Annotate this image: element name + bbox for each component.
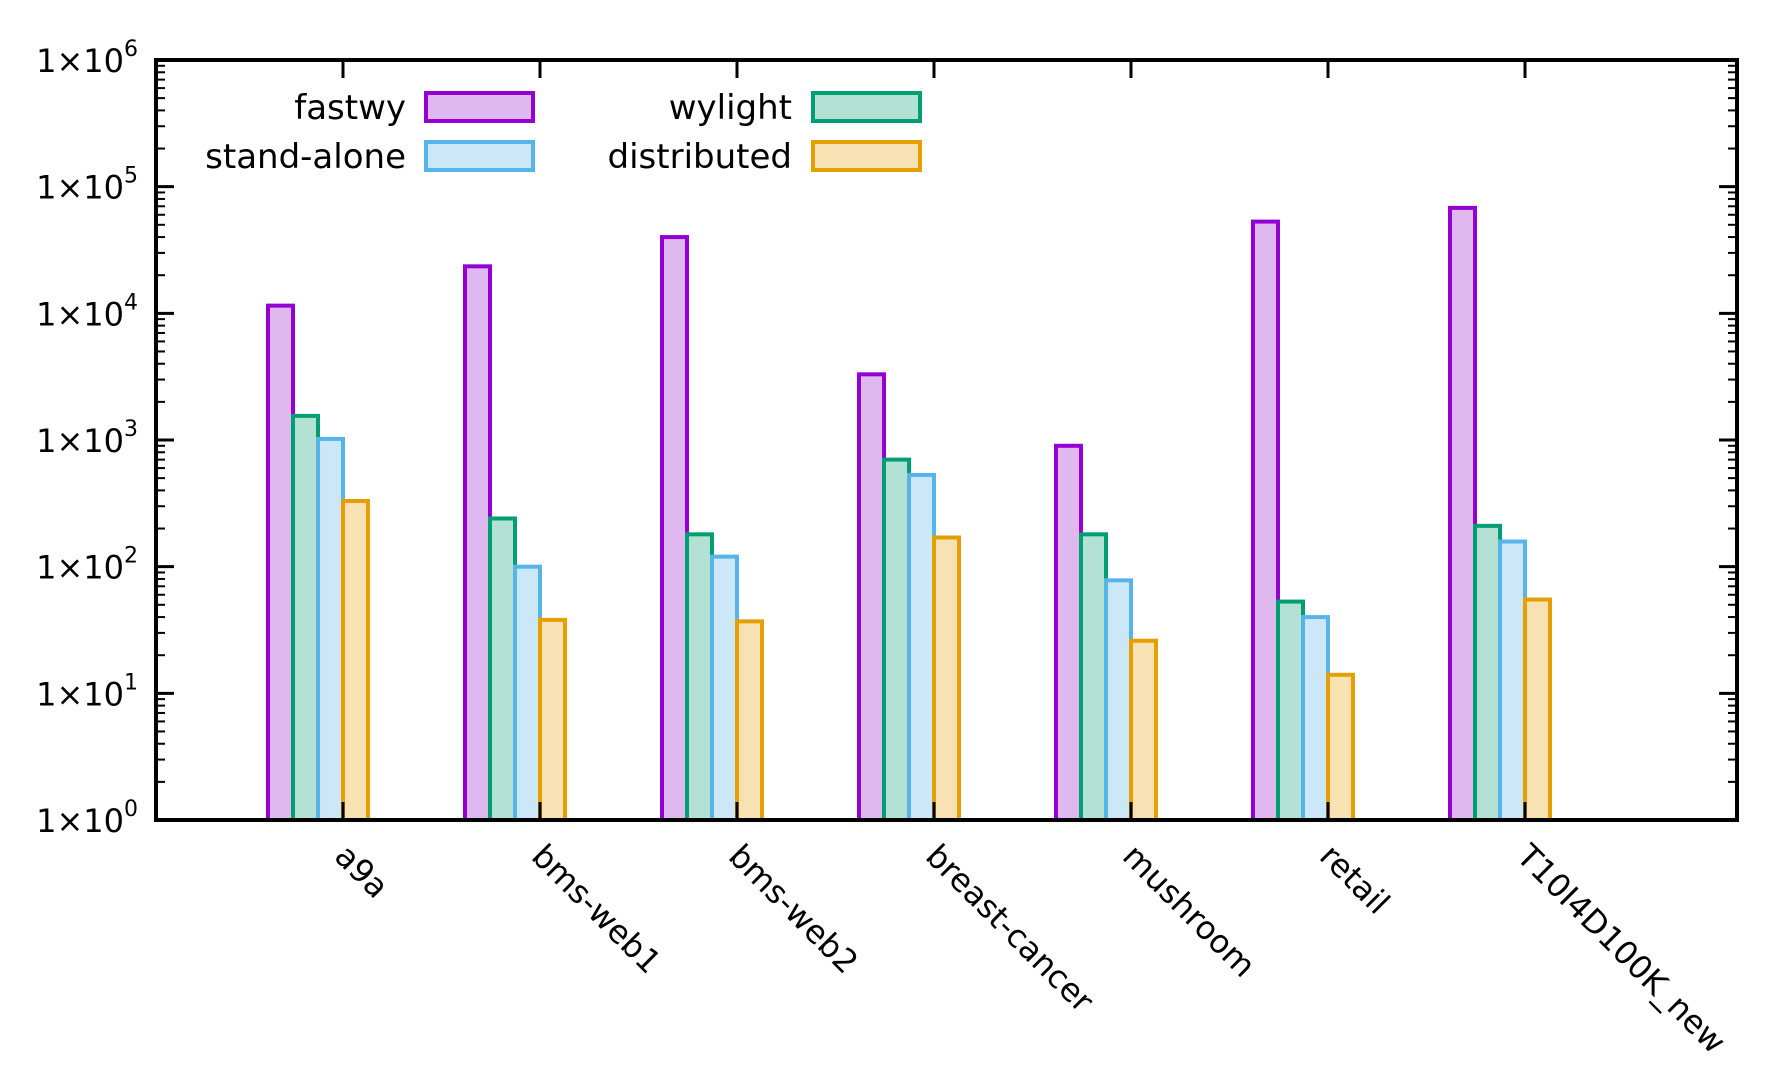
y-tick-label-base: 1×10: [36, 549, 124, 587]
y-tick-label-exponent: 0: [124, 797, 138, 822]
x-tick-label-bms-web2: bms-web2: [721, 837, 865, 981]
bar-wylight-a9a: [291, 413, 320, 822]
bar-fastwy-retail: [1251, 219, 1280, 822]
legend-swatch-stand-alone: [424, 140, 535, 172]
y-tick-label: 1×105: [36, 164, 138, 207]
y-tick-label-base: 1×10: [36, 802, 124, 840]
y-tick-label-exponent: 2: [124, 544, 138, 569]
bar-wylight-bms-web1: [488, 516, 517, 823]
bar-wylight-bms-web2: [685, 532, 714, 822]
bar-stand-alone-retail: [1301, 615, 1330, 822]
bar-distributed-bms-web2: [735, 619, 764, 823]
x-tick-label-t10i4d100k-new: T10I4D100K_new: [1509, 836, 1734, 1061]
y-tick-label-exponent: 4: [124, 290, 138, 315]
bar-distributed-retail: [1326, 672, 1355, 823]
y-tick-label-exponent: 3: [124, 417, 138, 442]
legend-swatch-fastwy: [424, 91, 535, 123]
y-tick-label: 1×106: [36, 37, 138, 80]
bar-stand-alone-t10i4d100k-new: [1498, 539, 1527, 822]
bar-stand-alone-mushroom: [1104, 578, 1133, 822]
y-tick-label-base: 1×10: [36, 169, 124, 207]
bar-stand-alone-breast-cancer: [907, 472, 936, 822]
bar-distributed-a9a: [341, 498, 370, 822]
legend-label-wylight: wylight: [669, 88, 792, 128]
bar-stand-alone-bms-web2: [710, 554, 739, 822]
bar-distributed-breast-cancer: [932, 535, 961, 822]
bar-fastwy-bms-web1: [463, 264, 492, 822]
bar-stand-alone-bms-web1: [513, 564, 542, 823]
x-tick-label-mushroom: mushroom: [1115, 837, 1263, 985]
y-tick-label: 1×103: [36, 417, 138, 460]
legend: fastwy wylight stand-alone distributed: [205, 88, 922, 177]
y-tick-label: 1×102: [36, 544, 138, 587]
bar-fastwy-a9a: [266, 303, 295, 822]
bar-fastwy-breast-cancer: [857, 372, 886, 822]
bar-distributed-mushroom: [1129, 638, 1158, 822]
y-tick-label: 1×104: [36, 290, 138, 333]
legend-label-fastwy: fastwy: [294, 88, 406, 128]
bar-fastwy-t10i4d100k-new: [1448, 205, 1477, 822]
x-tick-label-breast-cancer: breast-cancer: [918, 837, 1102, 1021]
bar-fastwy-bms-web2: [660, 235, 689, 823]
y-tick-label-base: 1×10: [36, 42, 124, 80]
bar-wylight-breast-cancer: [882, 457, 911, 822]
x-tick-label-bms-web1: bms-web1: [524, 837, 668, 981]
legend-label-distributed: distributed: [608, 137, 792, 177]
y-tick-label: 1×100: [36, 797, 138, 840]
bar-distributed-bms-web1: [538, 617, 567, 823]
y-tick-label-exponent: 6: [124, 37, 138, 62]
y-tick-label-base: 1×10: [36, 295, 124, 333]
y-tick-label: 1×101: [36, 670, 138, 713]
x-tick-label-a9a: a9a: [327, 837, 396, 906]
legend-swatch-wylight: [811, 91, 922, 123]
legend-label-stand-alone: stand-alone: [205, 137, 406, 177]
y-tick-label-base: 1×10: [36, 675, 124, 713]
y-tick-label-exponent: 5: [124, 164, 138, 189]
bar-distributed-t10i4d100k-new: [1523, 597, 1552, 823]
bars-layer: [266, 205, 1552, 823]
y-tick-label-exponent: 1: [124, 670, 138, 695]
bar-stand-alone-a9a: [316, 436, 345, 822]
x-tick-label-retail: retail: [1312, 837, 1397, 922]
bar-wylight-t10i4d100k-new: [1473, 523, 1502, 822]
y-tick-label-base: 1×10: [36, 422, 124, 460]
bar-fastwy-mushroom: [1054, 443, 1083, 822]
bar-wylight-mushroom: [1079, 532, 1108, 822]
bar-wylight-retail: [1276, 599, 1305, 823]
legend-swatch-distributed: [811, 140, 922, 172]
